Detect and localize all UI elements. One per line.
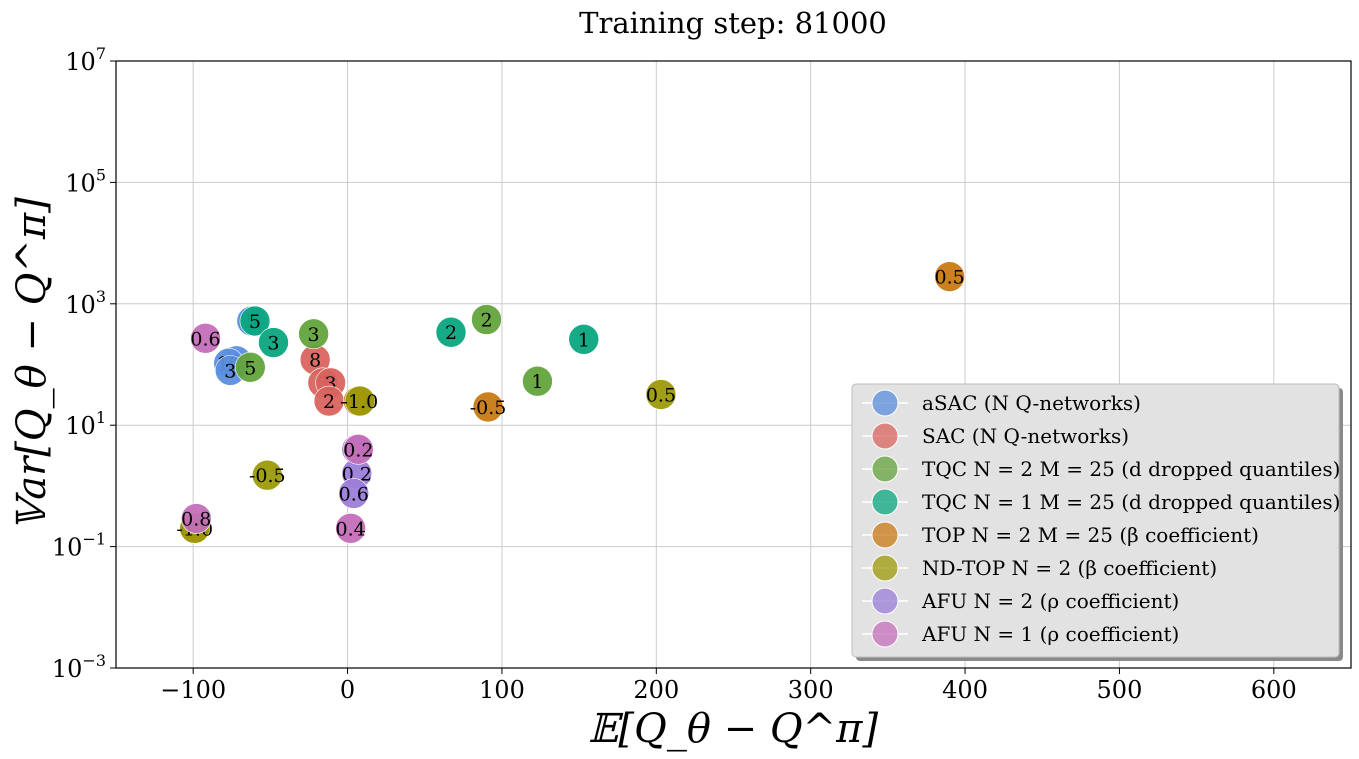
series-group: 253 1 — [239, 305, 600, 358]
data-point — [251, 459, 283, 491]
x-tick-label: 500 — [1097, 676, 1143, 704]
data-point — [645, 379, 677, 410]
legend-entry-label: TQC N = 2 M = 25 (d dropped quantiles) — [922, 457, 1340, 481]
data-point-label: 2 — [480, 310, 492, 332]
data-points: 110358532235125310.5-0.5-1.00.00.5-0.5-1… — [176, 261, 965, 544]
legend-entry-label: aSAC (N Q-networks) — [922, 391, 1141, 415]
y-tick-label: 107 — [65, 44, 106, 76]
legend-entry-label: ND-TOP N = 2 (β coefficient) — [922, 556, 1217, 580]
data-point — [235, 351, 266, 383]
data-point-label: 0.8 — [181, 509, 211, 531]
legend-marker — [871, 488, 899, 516]
legend-marker — [871, 554, 899, 582]
legend-entry-label: AFU N = 1 (ρ coefficient) — [921, 622, 1179, 646]
y-tick-label: 103 — [65, 287, 106, 319]
legend-marker — [871, 422, 899, 450]
x-tick-label: 400 — [942, 676, 988, 704]
data-point-label: 1 — [578, 329, 590, 351]
legend-entry-label: TOP N = 2 M = 25 (β coefficient) — [922, 523, 1259, 547]
x-tick-label: −100 — [160, 676, 226, 704]
data-point-label: 0.5 — [646, 385, 676, 407]
data-point-label: 5 — [244, 357, 256, 379]
legend: aSAC (N Q-networks) SAC (N Q-networks) TQC… — [851, 383, 1343, 661]
data-point — [338, 478, 370, 509]
data-point-label: 5 — [249, 311, 261, 333]
data-point-label: 3 — [224, 360, 236, 382]
x-tick-label: 600 — [1251, 676, 1297, 704]
legend-box — [851, 383, 1340, 658]
data-point-label: 8 — [309, 350, 321, 372]
series-group: 0.6 0.8 0.2 0.4 — [180, 323, 374, 544]
chart-title: Training step: 81000 — [579, 6, 887, 40]
data-point — [471, 304, 502, 335]
legend-entry-label: AFU N = 2 (ρ coefficient) — [921, 589, 1179, 613]
data-point-label: 0.2 — [343, 439, 373, 461]
y-axis-label: 𝕍ar[Q_θ − Q^π] — [9, 197, 55, 531]
legend-marker — [871, 587, 899, 615]
data-point — [934, 261, 965, 292]
legend-marker — [871, 620, 899, 648]
data-point — [239, 305, 271, 337]
y-tick-label: 105 — [65, 165, 106, 197]
legend-marker — [871, 389, 899, 417]
data-point — [180, 503, 212, 534]
series-group: 0.5-0.5-1.0-1.0 — [176, 379, 677, 544]
x-tick-label: 200 — [633, 676, 679, 704]
data-point — [343, 434, 374, 465]
data-point — [472, 391, 504, 423]
y-tick-label: 101 — [65, 408, 106, 440]
data-point-label: -0.5 — [470, 397, 507, 419]
legend-entry-label: SAC (N Q-networks) — [922, 424, 1129, 448]
data-point — [335, 513, 366, 544]
data-point-label: 0.5 — [935, 267, 965, 289]
data-point — [298, 318, 329, 350]
y-tick-label: 10−3 — [52, 651, 106, 683]
x-tick-label: 300 — [788, 676, 834, 704]
data-point-label: 0.4 — [336, 518, 366, 540]
data-point — [344, 385, 376, 417]
data-point-label: -1.0 — [342, 391, 379, 413]
legend-entry-label: TQC N = 1 M = 25 (d dropped quantiles) — [922, 490, 1340, 514]
series-group: 8532 — [299, 344, 346, 417]
y-tick-label: 10−1 — [52, 530, 106, 562]
legend-marker — [871, 521, 899, 549]
data-point-label: 3 — [267, 333, 279, 355]
axis-ticks: −100 0 100 200 300 400 500 600 10−3 10−1 101 103 105… — [52, 44, 1297, 704]
data-point-label: 1 — [531, 371, 543, 393]
x-axis-label: 𝔼[Q_θ − Q^π] — [588, 706, 879, 752]
data-point — [435, 316, 467, 348]
data-point — [258, 327, 289, 358]
data-point — [190, 323, 221, 354]
data-point-label: -0.5 — [249, 465, 286, 487]
legend-marker — [871, 455, 899, 483]
data-point-label: 2 — [445, 322, 457, 344]
x-tick-label: 0 — [340, 676, 355, 704]
data-point-label: 2 — [323, 391, 335, 413]
data-point-label: 3 — [308, 324, 320, 346]
data-point — [522, 365, 553, 397]
plot-frame — [115, 60, 1352, 669]
x-tick-label: 100 — [479, 676, 525, 704]
data-point-label: 0.6 — [339, 483, 369, 505]
data-point-label: 0.6 — [190, 328, 220, 350]
data-point — [568, 324, 600, 355]
